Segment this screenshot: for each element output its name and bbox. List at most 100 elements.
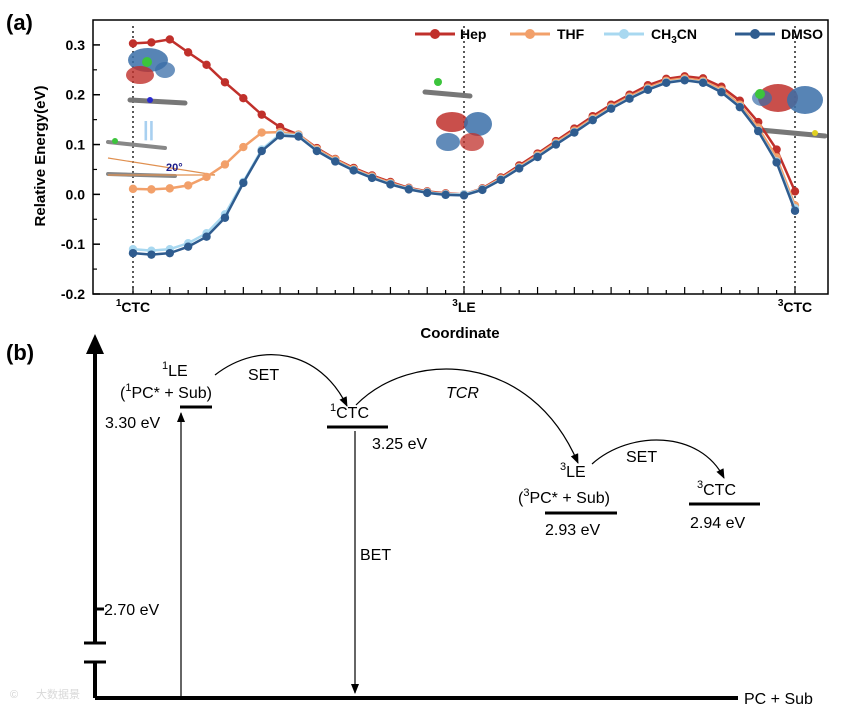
data-point [717,88,726,97]
data-point [312,146,322,156]
data-point [423,188,432,198]
axis-mark-label: 2.70 eV [104,602,159,619]
y-tick-label: 0.3 [66,37,86,53]
legend-label: THF [557,26,585,42]
data-point [128,248,138,258]
data-point [331,157,340,166]
parallel-stacking-image: || 20° [106,119,216,178]
y-tick-label: 0.2 [66,87,86,103]
ctc3-orbital-image [752,84,828,139]
data-point [606,104,616,113]
tcr-arrow [355,368,579,464]
data-point [735,102,745,112]
legend-item-ch3cn: CH3CN [604,26,697,46]
ctc1-orbital-image [126,48,188,106]
data-point [349,166,358,175]
le3-label: 3LE [560,461,586,481]
watermark: © 大数据景 [10,687,80,701]
data-point [165,248,174,258]
series-lines [128,35,800,259]
set1-arrow [214,354,348,407]
x-axis-title: Coordinate [420,325,499,342]
ctc3-energy: 2.94 eV [690,515,745,532]
y-tick-label: -0.1 [61,236,85,252]
data-point [220,213,230,222]
data-point [202,232,211,241]
data-point [478,185,487,195]
data-point [239,94,248,103]
data-point [257,110,266,119]
le3-description: (3PC* + Sub) [518,487,610,507]
data-point [643,85,653,94]
le3-energy: 2.93 eV [545,522,600,539]
legend-label-ch3cn: CH3CN [651,26,697,46]
data-point [147,250,156,259]
x-tick-label: 3LE [452,298,475,315]
data-point [183,181,193,190]
data-point [275,131,285,140]
molecule-illustrations: || 20° [106,48,828,178]
y-axis: -0.2 -0.1 0.0 0.1 0.2 0.3 [61,37,100,302]
data-point [754,126,763,136]
tcr-label: TCR [446,385,479,402]
data-point [220,160,230,169]
data-point [220,78,230,87]
data-point [128,39,138,48]
le1-label: 1LE [162,360,188,380]
data-point [257,128,266,137]
data-point [662,78,671,87]
data-point [698,78,708,87]
ctc1-label: 1CTC [330,402,369,422]
legend-item-thf: THF [510,26,585,42]
data-point [790,187,800,196]
data-point [147,185,156,194]
ground-state-label: PC + Sub [744,691,813,708]
parallel-mark: || [143,119,154,141]
x-tick-label: 3CTC [778,298,812,315]
data-point [239,178,248,188]
data-point [588,115,597,125]
data-point [680,76,689,85]
y-tick-label: -0.2 [61,286,85,302]
data-point [533,152,542,162]
panel-a-label: (a) [6,10,33,35]
plot-frame [92,19,829,295]
legend-label: Hep [460,26,486,42]
data-point [551,140,561,149]
series-line [132,78,797,252]
data-point [202,172,211,182]
legend-item-dmso: DMSO [735,26,823,42]
data-point [128,184,138,194]
set1-label: SET [248,367,279,384]
energy-profile-chart: -0.2 -0.1 0.0 0.1 0.2 0.3 1CTC 3LE 3CTC || 20° [32,19,829,342]
legend-label: DMSO [781,26,823,42]
reference-lines [132,26,796,294]
energy-level-diagram: 2.70 eV PC + Sub 1LE (1PC* + Sub) 3.30 e… [84,334,813,708]
le1-energy: 3.30 eV [105,415,160,432]
data-point [147,38,156,47]
data-point [239,142,248,152]
data-point [257,146,266,156]
data-point [183,242,193,251]
data-point [183,48,193,57]
series-dmso [128,76,800,259]
data-point [570,128,579,137]
bet-label: BET [360,547,391,564]
data-point [772,158,781,167]
le3-orbital-image [422,78,492,151]
y-axis-title: Relative Energy(eV) [32,86,49,227]
data-point [386,180,395,189]
watermark-text: 大数据景 [36,687,80,701]
y-tick-label: 0.0 [66,186,86,202]
y-tick-label: 0.1 [66,137,86,153]
data-point [202,60,211,70]
data-point [165,35,174,44]
data-point [165,184,174,193]
legend: Hep THF CH3CN DMSO [415,26,823,46]
x-tick-label: 1CTC [116,298,150,315]
set2-label: SET [626,449,657,466]
angle-annotation: 20° [166,162,183,174]
ctc1-energy: 3.25 eV [372,436,427,453]
data-point [496,175,505,185]
